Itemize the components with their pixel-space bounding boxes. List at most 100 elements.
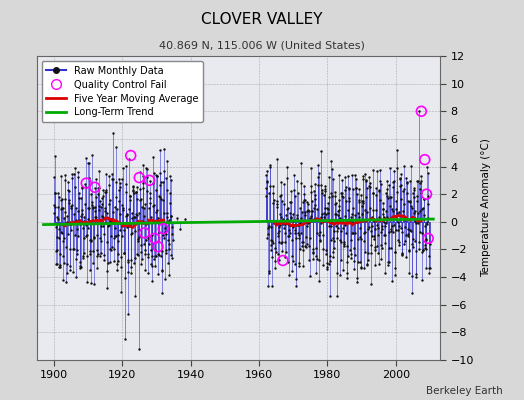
Point [133, 212, 141, 219]
Point [86, 280, 95, 286]
Point [133, 250, 141, 257]
Point [353, 219, 361, 226]
Point [367, 250, 375, 256]
Point [405, 248, 413, 254]
Point [395, 209, 403, 215]
Point [114, 251, 122, 257]
Point [101, 189, 109, 196]
Point [300, 197, 309, 203]
Point [352, 184, 360, 191]
Point [88, 152, 96, 158]
Point [57, 206, 66, 212]
Point [412, 197, 421, 204]
Point [354, 236, 362, 242]
Point [114, 232, 123, 238]
Point [108, 216, 116, 222]
Point [109, 208, 117, 215]
Point [294, 222, 302, 228]
Point [127, 230, 136, 236]
Point [353, 274, 362, 281]
Point [136, 197, 145, 204]
Point [290, 187, 298, 194]
Point [110, 218, 118, 224]
Point [102, 171, 110, 178]
Point [378, 244, 386, 251]
Point [400, 224, 409, 230]
Point [285, 233, 293, 240]
Point [396, 175, 404, 182]
Point [330, 228, 339, 234]
Point [79, 225, 87, 231]
Point [127, 270, 136, 276]
Point [289, 223, 297, 230]
Point [412, 274, 420, 280]
Point [401, 217, 410, 224]
Point [326, 237, 335, 243]
Point [85, 236, 94, 243]
Point [158, 290, 166, 297]
Point [93, 247, 102, 253]
Point [126, 193, 135, 199]
Point [324, 194, 333, 201]
Point [159, 146, 168, 153]
Point [89, 205, 97, 212]
Point [60, 215, 68, 221]
Point [126, 197, 134, 203]
Point [263, 168, 271, 174]
Point [68, 175, 77, 181]
Point [407, 163, 415, 169]
Point [348, 211, 356, 218]
Point [401, 254, 410, 260]
Point [413, 210, 422, 216]
Point [377, 222, 386, 229]
Point [299, 247, 307, 254]
Point [403, 180, 411, 186]
Point [357, 210, 366, 217]
Point [62, 270, 71, 277]
Point [151, 262, 159, 269]
Point [61, 172, 69, 178]
Point [85, 160, 93, 166]
Point [372, 185, 380, 192]
Point [146, 178, 154, 184]
Point [362, 177, 370, 183]
Point [63, 231, 72, 237]
Point [59, 276, 67, 283]
Point [320, 214, 328, 220]
Point [108, 171, 117, 177]
Point [135, 346, 144, 352]
Point [73, 226, 81, 232]
Point [156, 146, 164, 153]
Point [138, 185, 147, 191]
Point [121, 336, 129, 342]
Point [298, 209, 306, 216]
Point [296, 246, 304, 252]
Point [367, 242, 376, 248]
Point [326, 293, 334, 300]
Point [410, 194, 418, 200]
Point [158, 248, 167, 254]
Point [322, 251, 331, 258]
Point [142, 221, 150, 228]
Point [417, 178, 425, 184]
Point [140, 250, 149, 257]
Point [355, 199, 364, 205]
Point [118, 176, 127, 182]
Point [417, 190, 425, 196]
Point [310, 205, 318, 211]
Point [418, 230, 426, 236]
Point [158, 232, 167, 239]
Point [293, 190, 302, 196]
Point [287, 215, 296, 222]
Point [400, 186, 408, 192]
Point [377, 242, 385, 248]
Point [357, 264, 365, 271]
Point [369, 189, 377, 196]
Point [379, 199, 387, 206]
Point [153, 206, 161, 213]
Point [53, 246, 61, 253]
Point [82, 155, 90, 162]
Point [359, 199, 367, 206]
Point [54, 190, 62, 196]
Point [290, 192, 299, 199]
